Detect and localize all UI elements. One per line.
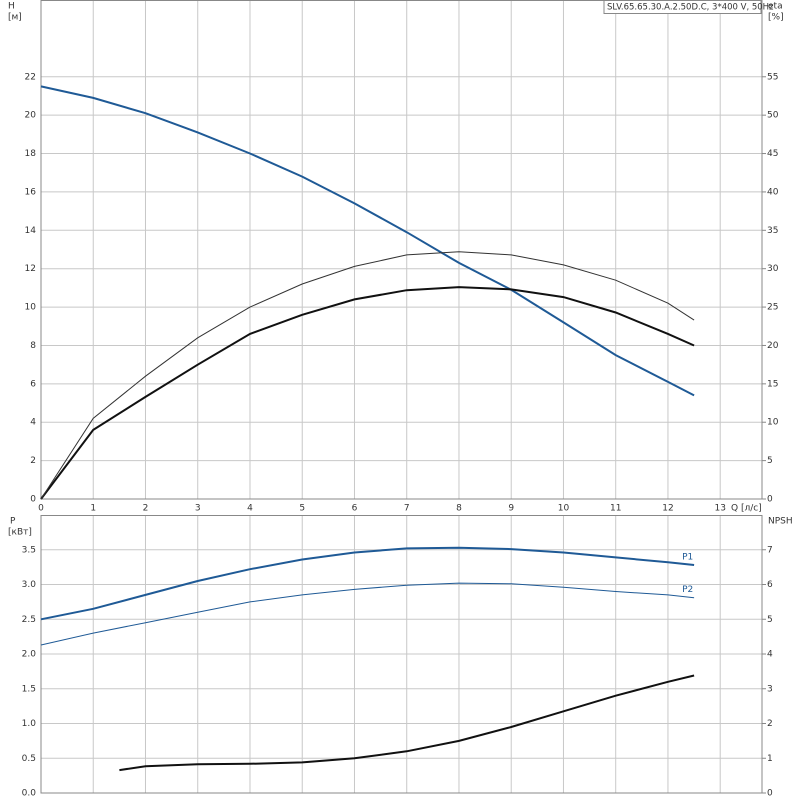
y2-tick-label: 50 — [767, 111, 779, 121]
y2-axis-unit: [%] — [768, 13, 784, 23]
x-tick-label: 1 — [90, 504, 96, 514]
curve — [40, 546, 695, 621]
y2-tick-label: 6 — [767, 580, 773, 590]
title-frame — [603, 0, 762, 14]
plot-frame — [40, 0, 763, 500]
y-axis-unit: [кВт] — [8, 528, 32, 538]
curve — [40, 251, 695, 500]
y-axis-label: H — [8, 2, 15, 12]
x-tick-label: 12 — [662, 504, 673, 514]
x-axis-label: Q [л/с] — [731, 504, 762, 514]
y-tick-label: 20 — [25, 111, 37, 121]
series-label: P2 — [682, 585, 693, 595]
y-tick-label: 6 — [30, 379, 36, 389]
curve — [40, 582, 695, 646]
y2-axis-label: eta — [768, 2, 783, 12]
x-tick-label: 9 — [508, 504, 514, 514]
curve — [40, 85, 695, 397]
y-tick-label: 0 — [30, 495, 36, 505]
y-tick-label: 2.0 — [22, 650, 37, 660]
y2-tick-label: 35 — [767, 226, 778, 236]
y-tick-label: 2.5 — [22, 615, 36, 625]
y-tick-label: 14 — [25, 226, 37, 236]
y-tick-label: 16 — [25, 187, 37, 197]
x-tick-label: 13 — [714, 504, 725, 514]
y2-tick-label: 55 — [767, 72, 778, 82]
y-tick-label: 12 — [25, 264, 36, 274]
x-tick-label: 6 — [352, 504, 358, 514]
plot-frame — [40, 515, 763, 794]
x-tick-label: 3 — [195, 504, 201, 514]
y-axis-unit: [м] — [8, 13, 22, 23]
y2-tick-label: 7 — [767, 545, 773, 555]
curve — [119, 674, 695, 772]
y-axis-label: P — [10, 517, 16, 527]
series-label: P1 — [682, 553, 693, 563]
y-tick-label: 10 — [25, 303, 37, 313]
x-tick-label: 2 — [143, 504, 149, 514]
y2-tick-label: 5 — [767, 615, 773, 625]
y2-tick-label: 4 — [767, 650, 773, 660]
y-tick-label: 18 — [25, 149, 37, 159]
y2-axis-label: NPSH — [768, 517, 793, 527]
y-tick-label: 1.0 — [22, 719, 37, 729]
y-tick-label: 4 — [30, 418, 36, 428]
y2-tick-label: 10 — [767, 418, 779, 428]
y2-tick-label: 25 — [767, 303, 778, 313]
y-tick-label: 0.0 — [22, 789, 37, 799]
y2-tick-label: 15 — [767, 379, 778, 389]
y2-tick-label: 5 — [767, 456, 773, 466]
chart-title: SLV.65.65.30.A.2.50D.C, 3*400 V, 50Hz — [607, 3, 774, 13]
y2-tick-label: 2 — [767, 719, 773, 729]
x-tick-label: 7 — [404, 504, 410, 514]
y2-tick-label: 40 — [767, 187, 779, 197]
y-tick-label: 1.5 — [22, 684, 36, 694]
y2-tick-label: 45 — [767, 149, 778, 159]
x-tick-label: 5 — [299, 504, 305, 514]
x-tick-label: 0 — [38, 504, 44, 514]
y-tick-label: 3.0 — [22, 580, 37, 590]
y-tick-label: 22 — [25, 72, 36, 82]
y-tick-label: 0.5 — [22, 754, 36, 764]
y-tick-label: 3.5 — [22, 545, 36, 555]
y2-tick-label: 3 — [767, 684, 773, 694]
x-tick-label: 4 — [247, 504, 253, 514]
x-tick-label: 11 — [610, 504, 621, 514]
y-tick-label: 2 — [30, 456, 36, 466]
title-box: SLV.65.65.30.A.2.50D.C, 3*400 V, 50Hz — [603, 0, 774, 14]
y2-tick-label: 30 — [767, 264, 779, 274]
curve — [40, 286, 695, 500]
y2-tick-label: 20 — [767, 341, 779, 351]
y2-tick-label: 0 — [767, 789, 773, 799]
y-tick-label: 8 — [30, 341, 36, 351]
y2-tick-label: 0 — [767, 495, 773, 505]
x-tick-label: 10 — [558, 504, 570, 514]
x-tick-label: 8 — [456, 504, 462, 514]
y2-tick-label: 1 — [767, 754, 773, 764]
